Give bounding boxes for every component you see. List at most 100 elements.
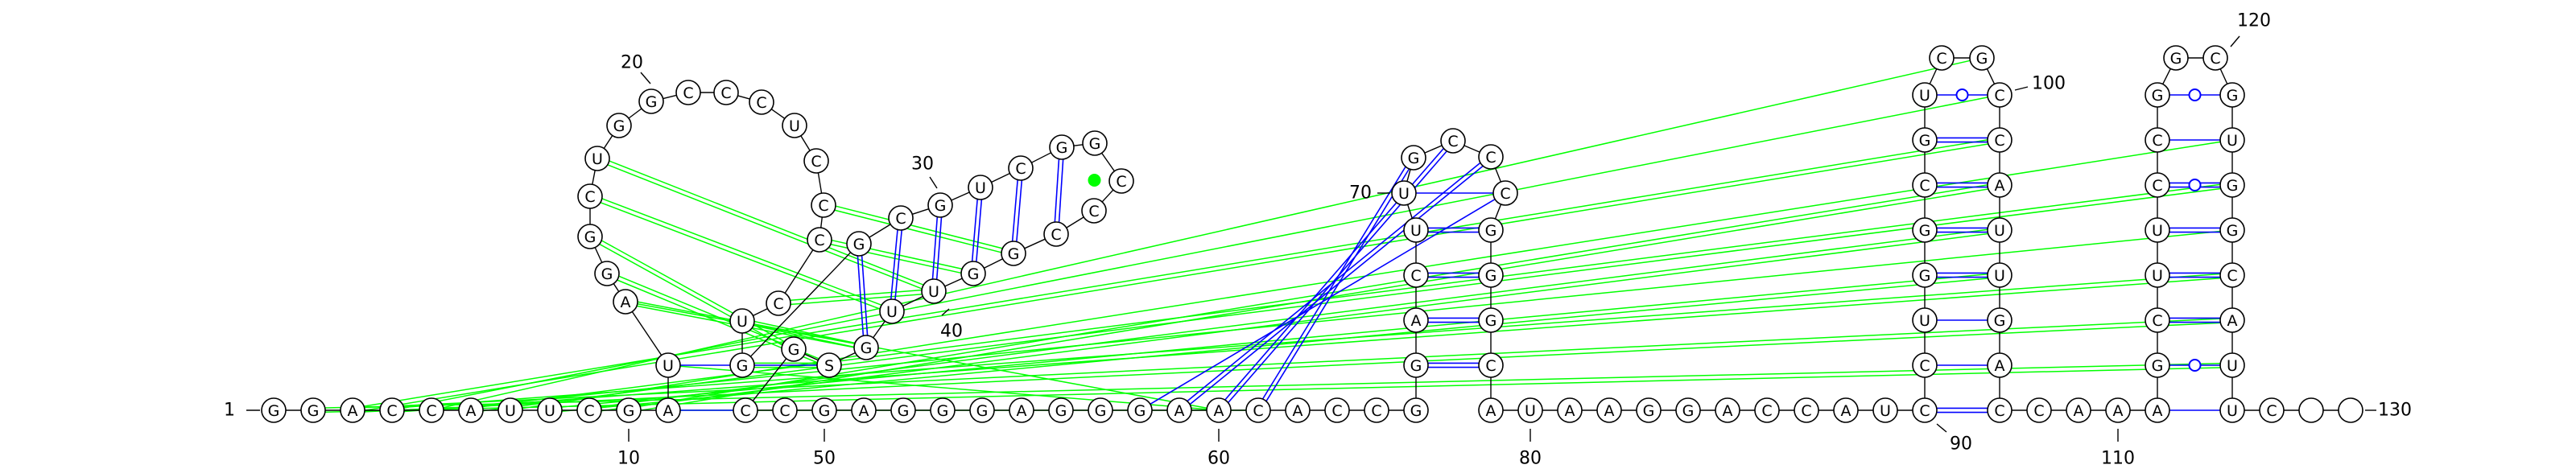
nucleotide-letter: G bbox=[898, 402, 910, 420]
nucleotide-letter: G bbox=[976, 402, 989, 420]
nucleotide-letter: A bbox=[1995, 177, 2005, 195]
nucleotide-letter: C bbox=[1994, 87, 2004, 105]
nucleotide: A bbox=[1596, 397, 1622, 423]
nucleotide-circle bbox=[2219, 352, 2245, 378]
pseudoknot-pair-line bbox=[601, 232, 1988, 412]
nucleotide: G bbox=[594, 261, 620, 286]
backbone-segment bbox=[594, 247, 603, 263]
nucleotide-letter: C bbox=[2266, 402, 2277, 420]
nucleotide-letter: G bbox=[819, 402, 831, 420]
nucleotide: C bbox=[2259, 397, 2285, 423]
nucleotide-circle bbox=[497, 397, 523, 423]
nucleotide: G bbox=[1001, 241, 1026, 266]
nucleotide: A bbox=[1403, 307, 1429, 333]
backbone-segment bbox=[613, 283, 620, 292]
base-pair-line bbox=[931, 216, 939, 279]
nucleotide: U bbox=[2219, 352, 2245, 378]
position-label: 20 bbox=[621, 53, 643, 73]
nucleotide: A bbox=[655, 397, 681, 423]
nucleotide-circle bbox=[1403, 307, 1429, 333]
nucleotide-circle bbox=[1324, 397, 1350, 423]
nucleotide-letter: G bbox=[1485, 267, 1497, 285]
nucleotide-letter: A bbox=[1995, 357, 2005, 375]
nucleotide-letter: C bbox=[895, 210, 906, 228]
nucleotide: A bbox=[613, 289, 638, 315]
nucleotide-letter: A bbox=[859, 402, 869, 420]
nucleotide-circle bbox=[1987, 352, 2013, 378]
pseudoknot-pair-line bbox=[609, 160, 924, 286]
pseudoknot-pair-line bbox=[562, 278, 1988, 412]
nucleotide: C bbox=[888, 205, 914, 231]
nucleotide-letter: C bbox=[683, 84, 693, 102]
nucleotide: G bbox=[1636, 397, 1662, 423]
nucleotide-circle bbox=[772, 397, 798, 423]
nucleotide: G bbox=[1912, 262, 1938, 288]
nucleotide-circle bbox=[2026, 397, 2052, 423]
backbone-segment bbox=[1929, 68, 1938, 84]
nucleotide-letter: U bbox=[928, 283, 939, 301]
nucleotide-circle bbox=[811, 397, 837, 423]
pseudoknot-pair-line bbox=[679, 365, 1208, 410]
backbone-segment bbox=[1024, 238, 1046, 249]
wobble-pair-dot bbox=[1955, 88, 1969, 101]
nucleotide-letter: A bbox=[2074, 402, 2084, 420]
backbone-segment bbox=[1986, 68, 1996, 84]
nucleotide: G bbox=[577, 224, 603, 249]
nucleotide: A bbox=[1206, 397, 1232, 423]
nucleotide-circle bbox=[1001, 241, 1026, 266]
nucleotide: G bbox=[729, 352, 755, 378]
pseudoknot-pair-line bbox=[403, 273, 2220, 409]
nucleotide-letter: G bbox=[1410, 357, 1422, 375]
nucleotide: G bbox=[1478, 262, 1504, 288]
nucleotide-letter: C bbox=[811, 153, 821, 171]
base-pair-line bbox=[861, 255, 869, 335]
nucleotide: G bbox=[2219, 172, 2245, 198]
nucleotide: C bbox=[1245, 397, 1271, 423]
nucleotide-letter: U bbox=[2227, 402, 2238, 420]
backbone-segment bbox=[628, 108, 642, 119]
nucleotide: U bbox=[879, 298, 905, 324]
nucleotide-circle bbox=[2145, 217, 2170, 243]
nucleotide-circle bbox=[1403, 397, 1429, 423]
nucleotide: C bbox=[1794, 397, 1819, 423]
nucleotide-circle bbox=[1008, 155, 1034, 181]
nucleotide: A bbox=[1166, 397, 1192, 423]
nucleotide-circle bbox=[638, 88, 664, 114]
nucleotide-letter: G bbox=[623, 402, 635, 420]
nucleotide: U bbox=[1987, 217, 2013, 243]
base-pair-line bbox=[1011, 179, 1018, 241]
nucleotide-letter: A bbox=[466, 402, 477, 420]
nucleotide-letter: A bbox=[621, 294, 631, 311]
nucleotide: C bbox=[807, 227, 832, 253]
nucleotide-letter: A bbox=[1841, 402, 1852, 420]
nucleotide-circle bbox=[927, 192, 953, 218]
nucleotide-circle bbox=[2145, 307, 2170, 333]
nucleotide-letter: U bbox=[2152, 267, 2163, 285]
nucleotide: C bbox=[577, 183, 603, 209]
backbone-segment bbox=[1406, 169, 1411, 182]
nucleotide-circle bbox=[1403, 262, 1429, 288]
nucleotide: G bbox=[1403, 397, 1429, 423]
nucleotide-circle bbox=[1206, 397, 1232, 423]
nucleotide: U bbox=[1872, 397, 1898, 423]
nucleotide-circle bbox=[1478, 262, 1504, 288]
nucleotide-letter: U bbox=[1919, 87, 1930, 105]
nucleotide-letter: C bbox=[2227, 267, 2237, 285]
nucleotide: C bbox=[1008, 155, 1034, 181]
nucleotide-letter: C bbox=[1919, 177, 1930, 195]
nucleotide-circle bbox=[2145, 262, 2170, 288]
nucleotide-circle bbox=[851, 397, 877, 423]
nucleotide-circle bbox=[1912, 352, 1938, 378]
nucleotide-letter: G bbox=[1134, 402, 1146, 420]
backbone-segment bbox=[1101, 189, 1114, 203]
nucleotide: A bbox=[2145, 397, 2170, 423]
nucleotide-letter: C bbox=[1761, 402, 1772, 420]
nucleotide-letter: U bbox=[2227, 132, 2238, 150]
nucleotide-circle bbox=[1285, 397, 1311, 423]
nucleotide-letter: G bbox=[1408, 150, 1420, 167]
nucleotide: G bbox=[930, 397, 956, 423]
nucleotide-letter: G bbox=[1485, 222, 1497, 240]
nucleotide: A bbox=[1478, 397, 1504, 423]
nucleotide-circle bbox=[606, 113, 632, 138]
backbone-segment bbox=[784, 249, 814, 294]
